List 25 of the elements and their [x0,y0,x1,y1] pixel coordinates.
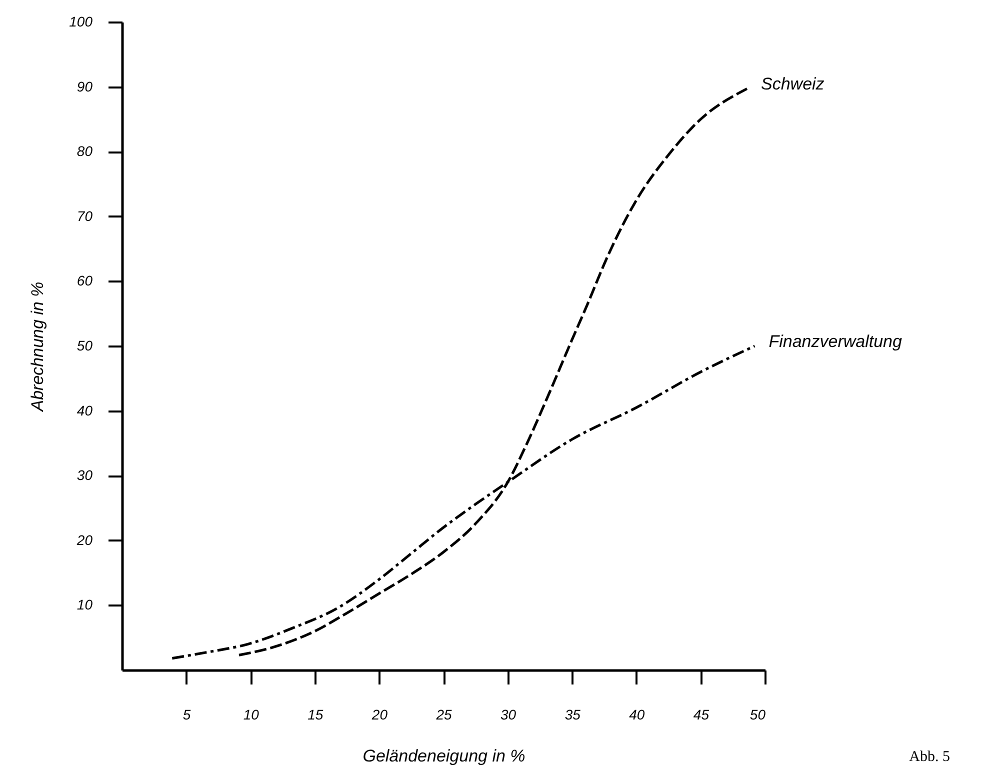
x-tick-label: 50 [750,706,766,722]
y-tick-label: 90 [76,78,93,94]
x-tick-label: 30 [500,706,516,722]
series-label: Schweiz [760,74,825,94]
y-tick-label: 50 [76,338,93,354]
y-tick-label: 30 [76,467,93,484]
series-label: Finanzverwaltung [768,332,902,351]
x-tick-label: 40 [629,706,645,722]
x-axis-title: Geländeneigung in % [362,746,526,766]
y-tick-label: 70 [76,208,93,224]
caption: Abb. 5 [909,749,950,766]
x-tick-label: 15 [308,706,324,722]
x-tick-label: 10 [243,706,260,722]
y-tick-label: 60 [76,272,93,289]
x-tick-label: 25 [435,706,452,722]
x-tick-label: 35 [564,706,581,722]
x-tick-label: 20 [370,706,388,722]
y-tick-label: 20 [76,532,93,548]
y-tick-label: 10 [76,596,93,613]
x-tick-label: 45 [693,706,710,722]
y-tick-label: 80 [76,143,93,160]
y-tick-label: 100 [69,14,93,30]
y-axis-title: Abrechnung in % [28,282,48,412]
y-tick-label: 40 [76,402,93,418]
x-tick-label: 5 [182,706,191,722]
